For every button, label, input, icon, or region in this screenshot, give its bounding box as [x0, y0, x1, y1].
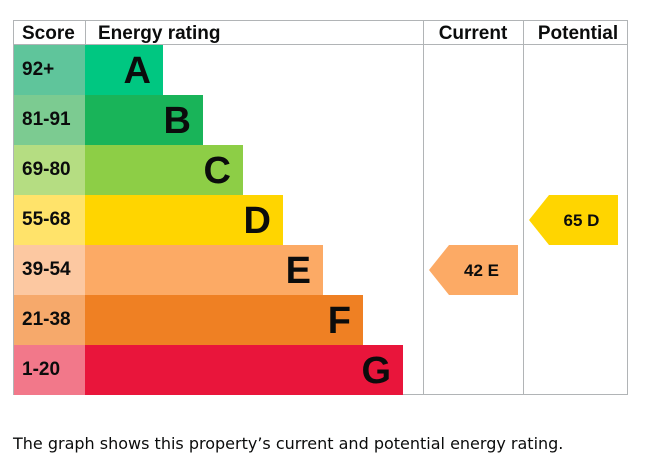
rating-pointers: 42 E 65 D: [429, 195, 618, 295]
score-range-f: 21-38: [22, 309, 71, 330]
score-range-b: 81-91: [22, 109, 71, 130]
band-letter-a: A: [124, 50, 151, 92]
band-letter-c: C: [204, 150, 231, 192]
band-bar-d: [85, 195, 283, 245]
band-bar-g: [85, 345, 403, 395]
energy-rating-header: Energy rating: [98, 23, 220, 44]
band-letter-e: E: [286, 250, 311, 292]
score-range-d: 55-68: [22, 209, 71, 230]
score-cell-a: [14, 45, 85, 95]
score-cell-c: [14, 145, 85, 195]
potential-rating-label: 65 D: [564, 211, 600, 230]
band-letter-f: F: [328, 300, 351, 342]
potential-pointer: [529, 195, 618, 245]
score-cell-e: [14, 245, 85, 295]
potential-header: Potential: [538, 23, 618, 44]
score-cell-d: [14, 195, 85, 245]
band-bar-e: [85, 245, 323, 295]
score-range-a: 92+: [22, 59, 54, 80]
score-range-e: 39-54: [22, 259, 71, 280]
energy-rating-chart: Score Energy rating Current Potential 92…: [13, 20, 628, 395]
current-header: Current: [439, 23, 508, 44]
score-range-g: 1-20: [22, 359, 60, 380]
chart-caption: The graph shows this property’s current …: [13, 434, 564, 453]
current-pointer: [429, 245, 518, 295]
band-letter-d: D: [244, 200, 271, 242]
score-cell-b: [14, 95, 85, 145]
band-letter-b: B: [164, 100, 191, 142]
band-bar-c: [85, 145, 243, 195]
band-bar-b: [85, 95, 203, 145]
band-bar-f: [85, 295, 363, 345]
rating-bands: 92+ A 81-91 B 69-80 C 55-68 D 39-54 E 21-38 F 1-20 G: [14, 45, 403, 395]
score-range-c: 69-80: [22, 159, 71, 180]
current-rating-label: 42 E: [464, 261, 499, 280]
score-cell-f: [14, 295, 85, 345]
score-cell-g: [14, 345, 85, 395]
score-header: Score: [22, 23, 75, 44]
band-bar-a: [85, 45, 163, 95]
band-letter-g: G: [361, 350, 391, 392]
